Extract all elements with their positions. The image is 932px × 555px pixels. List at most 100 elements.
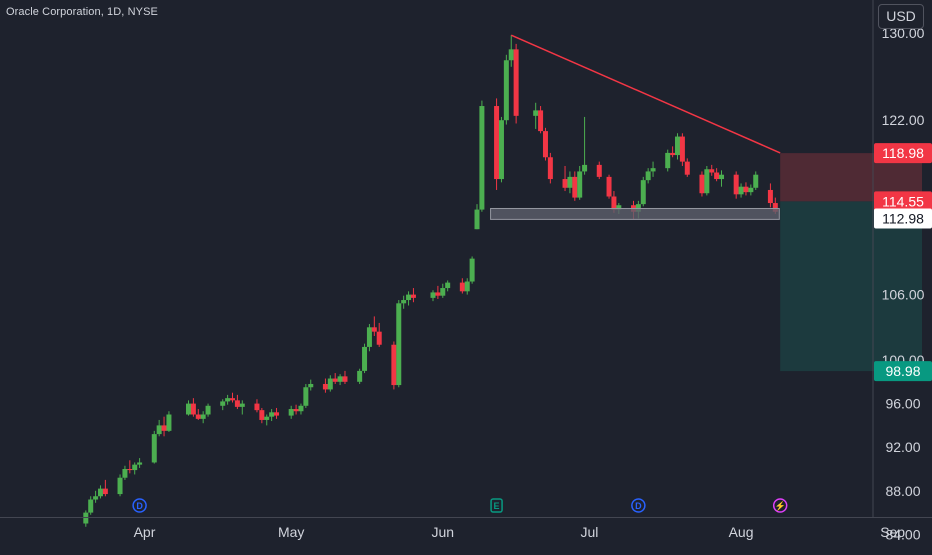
candle-body — [166, 414, 172, 431]
candle — [479, 100, 485, 212]
candle-body — [498, 120, 504, 180]
price-tag-label: 114.55 — [882, 193, 924, 209]
candle — [190, 398, 196, 417]
candle-body — [582, 164, 588, 172]
price-tag: 112.98 — [874, 208, 932, 229]
candle — [117, 474, 123, 497]
event-marker-label: D — [635, 501, 642, 511]
event-marker-label: E — [494, 501, 500, 511]
resistance-trendline — [510, 34, 781, 154]
candle — [259, 407, 265, 424]
candle — [567, 171, 573, 194]
event-marker: D — [631, 498, 646, 513]
candle — [127, 460, 133, 474]
candle — [357, 368, 363, 384]
candle-body — [445, 282, 451, 289]
candle-body — [709, 169, 715, 173]
candle — [748, 184, 754, 196]
candle-body — [391, 344, 397, 386]
price-tick-label: 96.00 — [885, 396, 920, 412]
candle — [665, 149, 671, 172]
candle — [547, 152, 553, 184]
candle — [709, 164, 715, 176]
candle-body — [293, 409, 299, 412]
candle-body — [670, 152, 676, 156]
currency-button[interactable]: USD — [878, 4, 924, 29]
candle — [186, 400, 191, 416]
candle — [396, 300, 402, 388]
candle — [606, 174, 612, 199]
candle-body — [122, 469, 128, 478]
candle-body — [239, 403, 245, 407]
candle — [342, 370, 348, 384]
candle — [572, 171, 578, 201]
candle — [494, 98, 500, 190]
event-marker-shape — [772, 498, 788, 513]
candle — [508, 35, 514, 67]
candle-body — [298, 405, 304, 412]
candle — [93, 490, 99, 503]
candle — [474, 204, 480, 230]
candle-body — [464, 281, 470, 292]
candle — [376, 322, 382, 347]
time-tick-label: Jun — [431, 524, 454, 540]
candle-body — [616, 205, 622, 210]
candle — [102, 479, 108, 497]
candle — [542, 127, 548, 161]
candle-body — [151, 434, 157, 463]
price-tick-label: 84.00 — [885, 526, 920, 542]
candle — [743, 182, 749, 196]
candle-body — [513, 49, 519, 116]
price-tag-background — [874, 208, 932, 229]
candle — [684, 158, 690, 177]
price-axis[interactable]: 130.00122.00106.00100.0096.0092.0088.008… — [882, 25, 925, 542]
candle-body — [753, 174, 759, 188]
candle-body — [161, 425, 167, 431]
candle-body — [366, 327, 372, 347]
candle-body — [259, 410, 265, 420]
candle — [166, 411, 172, 432]
candle-body — [572, 176, 578, 198]
time-axis[interactable]: Apr May Jun Jul Aug Sep — [134, 524, 906, 540]
candle-body — [220, 401, 226, 406]
candle — [406, 291, 412, 306]
candle-body — [538, 110, 544, 132]
candle — [327, 375, 333, 392]
candle-body — [567, 176, 573, 188]
candle-body — [190, 403, 196, 415]
candle — [704, 165, 710, 196]
candle — [298, 403, 304, 415]
candle — [200, 411, 206, 424]
candle — [83, 510, 89, 527]
candle — [205, 403, 211, 417]
candle-body — [684, 161, 690, 175]
candle — [391, 341, 397, 390]
candle-body — [635, 204, 641, 212]
candle-body — [503, 60, 509, 121]
time-tick-label: May — [278, 524, 304, 540]
candle-body — [195, 414, 201, 419]
candle-body — [772, 203, 778, 212]
candle-body — [234, 400, 240, 407]
candle — [366, 324, 372, 352]
event-marker: D — [132, 498, 147, 513]
candle — [254, 399, 260, 413]
candle — [132, 462, 138, 475]
position-zones — [780, 153, 922, 372]
candle — [122, 465, 128, 480]
candle-body — [596, 164, 602, 177]
earnings-marker-shape — [490, 498, 503, 513]
candle — [332, 373, 338, 384]
price-tag-background — [874, 191, 932, 212]
candle-body — [396, 303, 402, 386]
candle — [538, 106, 544, 134]
candle-body — [743, 186, 749, 193]
price-tag-label: 98.98 — [885, 363, 920, 379]
candle-body — [533, 110, 539, 116]
price-tag-background — [874, 143, 932, 164]
candle-body — [88, 499, 94, 513]
support-zone-box — [490, 207, 780, 220]
candle — [401, 295, 407, 309]
